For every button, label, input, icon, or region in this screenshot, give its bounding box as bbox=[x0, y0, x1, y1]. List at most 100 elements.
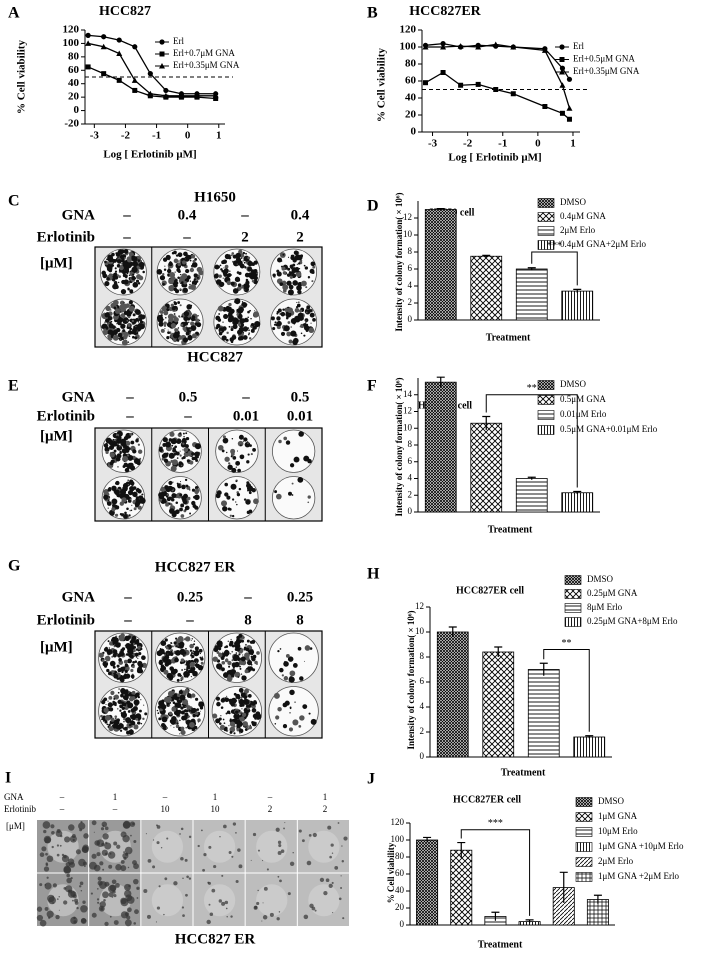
colony bbox=[164, 645, 168, 649]
colony bbox=[170, 303, 174, 307]
colony bbox=[173, 317, 179, 323]
colony bbox=[278, 843, 282, 848]
colony bbox=[115, 882, 120, 888]
colony bbox=[83, 833, 89, 839]
colony bbox=[226, 331, 229, 335]
colony bbox=[178, 253, 181, 256]
colony bbox=[289, 340, 292, 343]
colony bbox=[183, 447, 189, 453]
colony bbox=[180, 677, 184, 681]
colony bbox=[178, 461, 184, 468]
colony bbox=[294, 701, 296, 703]
colony bbox=[225, 338, 229, 342]
colony bbox=[180, 503, 185, 508]
colony bbox=[175, 509, 180, 515]
colony bbox=[289, 275, 293, 279]
colony bbox=[114, 275, 119, 280]
colony bbox=[112, 329, 118, 335]
colony bbox=[111, 498, 118, 505]
colony bbox=[243, 638, 245, 640]
colony bbox=[310, 261, 316, 267]
colony bbox=[223, 272, 228, 277]
colony bbox=[296, 285, 302, 291]
colony bbox=[185, 436, 190, 441]
colony bbox=[105, 305, 111, 312]
colony bbox=[163, 321, 167, 325]
colony bbox=[109, 915, 112, 918]
colony bbox=[132, 273, 135, 276]
colony bbox=[125, 440, 131, 446]
colony bbox=[130, 834, 132, 837]
colony bbox=[275, 493, 282, 500]
colony bbox=[67, 890, 76, 898]
colony bbox=[114, 308, 121, 314]
colony bbox=[129, 485, 135, 492]
colony bbox=[184, 253, 187, 255]
colony bbox=[107, 700, 109, 702]
colony bbox=[191, 728, 194, 731]
colony bbox=[128, 252, 130, 254]
legend-label: DMSO bbox=[598, 796, 625, 806]
y-tick-label: 8 bbox=[420, 651, 425, 661]
colony bbox=[124, 883, 131, 891]
colony bbox=[285, 653, 290, 658]
colony bbox=[120, 859, 125, 864]
colony bbox=[195, 280, 199, 283]
colony bbox=[174, 445, 177, 449]
colony bbox=[248, 640, 251, 642]
colony bbox=[341, 845, 343, 847]
colony bbox=[241, 675, 245, 679]
legend-swatch bbox=[537, 212, 555, 222]
colony bbox=[171, 706, 177, 712]
colony bbox=[117, 699, 122, 705]
colony bbox=[177, 301, 181, 304]
y-tick-label: 120 bbox=[63, 24, 80, 36]
colony bbox=[115, 864, 122, 871]
colony bbox=[124, 889, 132, 898]
colony bbox=[36, 906, 43, 912]
colony bbox=[291, 494, 294, 496]
colony bbox=[292, 280, 298, 286]
colony bbox=[240, 696, 243, 699]
colony bbox=[161, 498, 167, 504]
colony bbox=[195, 697, 199, 701]
colony bbox=[103, 707, 109, 713]
colony bbox=[174, 271, 176, 273]
colony bbox=[114, 720, 119, 726]
colony bbox=[163, 268, 167, 272]
marker bbox=[162, 92, 169, 99]
colony bbox=[112, 325, 116, 329]
colony bbox=[297, 646, 302, 651]
colony bbox=[156, 841, 160, 845]
colony bbox=[287, 656, 294, 662]
x-axis-label: Treatment bbox=[501, 767, 546, 778]
colony bbox=[304, 645, 311, 651]
colony bbox=[251, 720, 255, 724]
colony bbox=[159, 275, 166, 281]
colony bbox=[104, 842, 112, 850]
colony bbox=[180, 827, 184, 831]
error-bar bbox=[539, 662, 548, 676]
y-tick-label: 4 bbox=[408, 473, 413, 483]
colony bbox=[255, 721, 257, 724]
colony bbox=[119, 501, 125, 506]
plate-title: HCC827 bbox=[187, 349, 243, 365]
x-tick-label: -2 bbox=[463, 138, 473, 150]
colony bbox=[163, 669, 169, 675]
colony bbox=[116, 323, 118, 325]
colony bbox=[191, 638, 193, 640]
colony bbox=[167, 485, 173, 492]
colony bbox=[108, 864, 113, 869]
colony bbox=[132, 637, 135, 640]
y-tick-label: 100 bbox=[63, 37, 80, 49]
colony bbox=[132, 719, 134, 722]
colony bbox=[43, 829, 47, 834]
colony bbox=[292, 663, 298, 668]
colony bbox=[277, 875, 280, 878]
y-tick-label: 2 bbox=[408, 489, 413, 499]
colony bbox=[280, 849, 285, 853]
dose-label: – bbox=[125, 408, 134, 424]
colony bbox=[112, 438, 115, 441]
colony bbox=[108, 273, 113, 278]
colony bbox=[238, 731, 241, 734]
